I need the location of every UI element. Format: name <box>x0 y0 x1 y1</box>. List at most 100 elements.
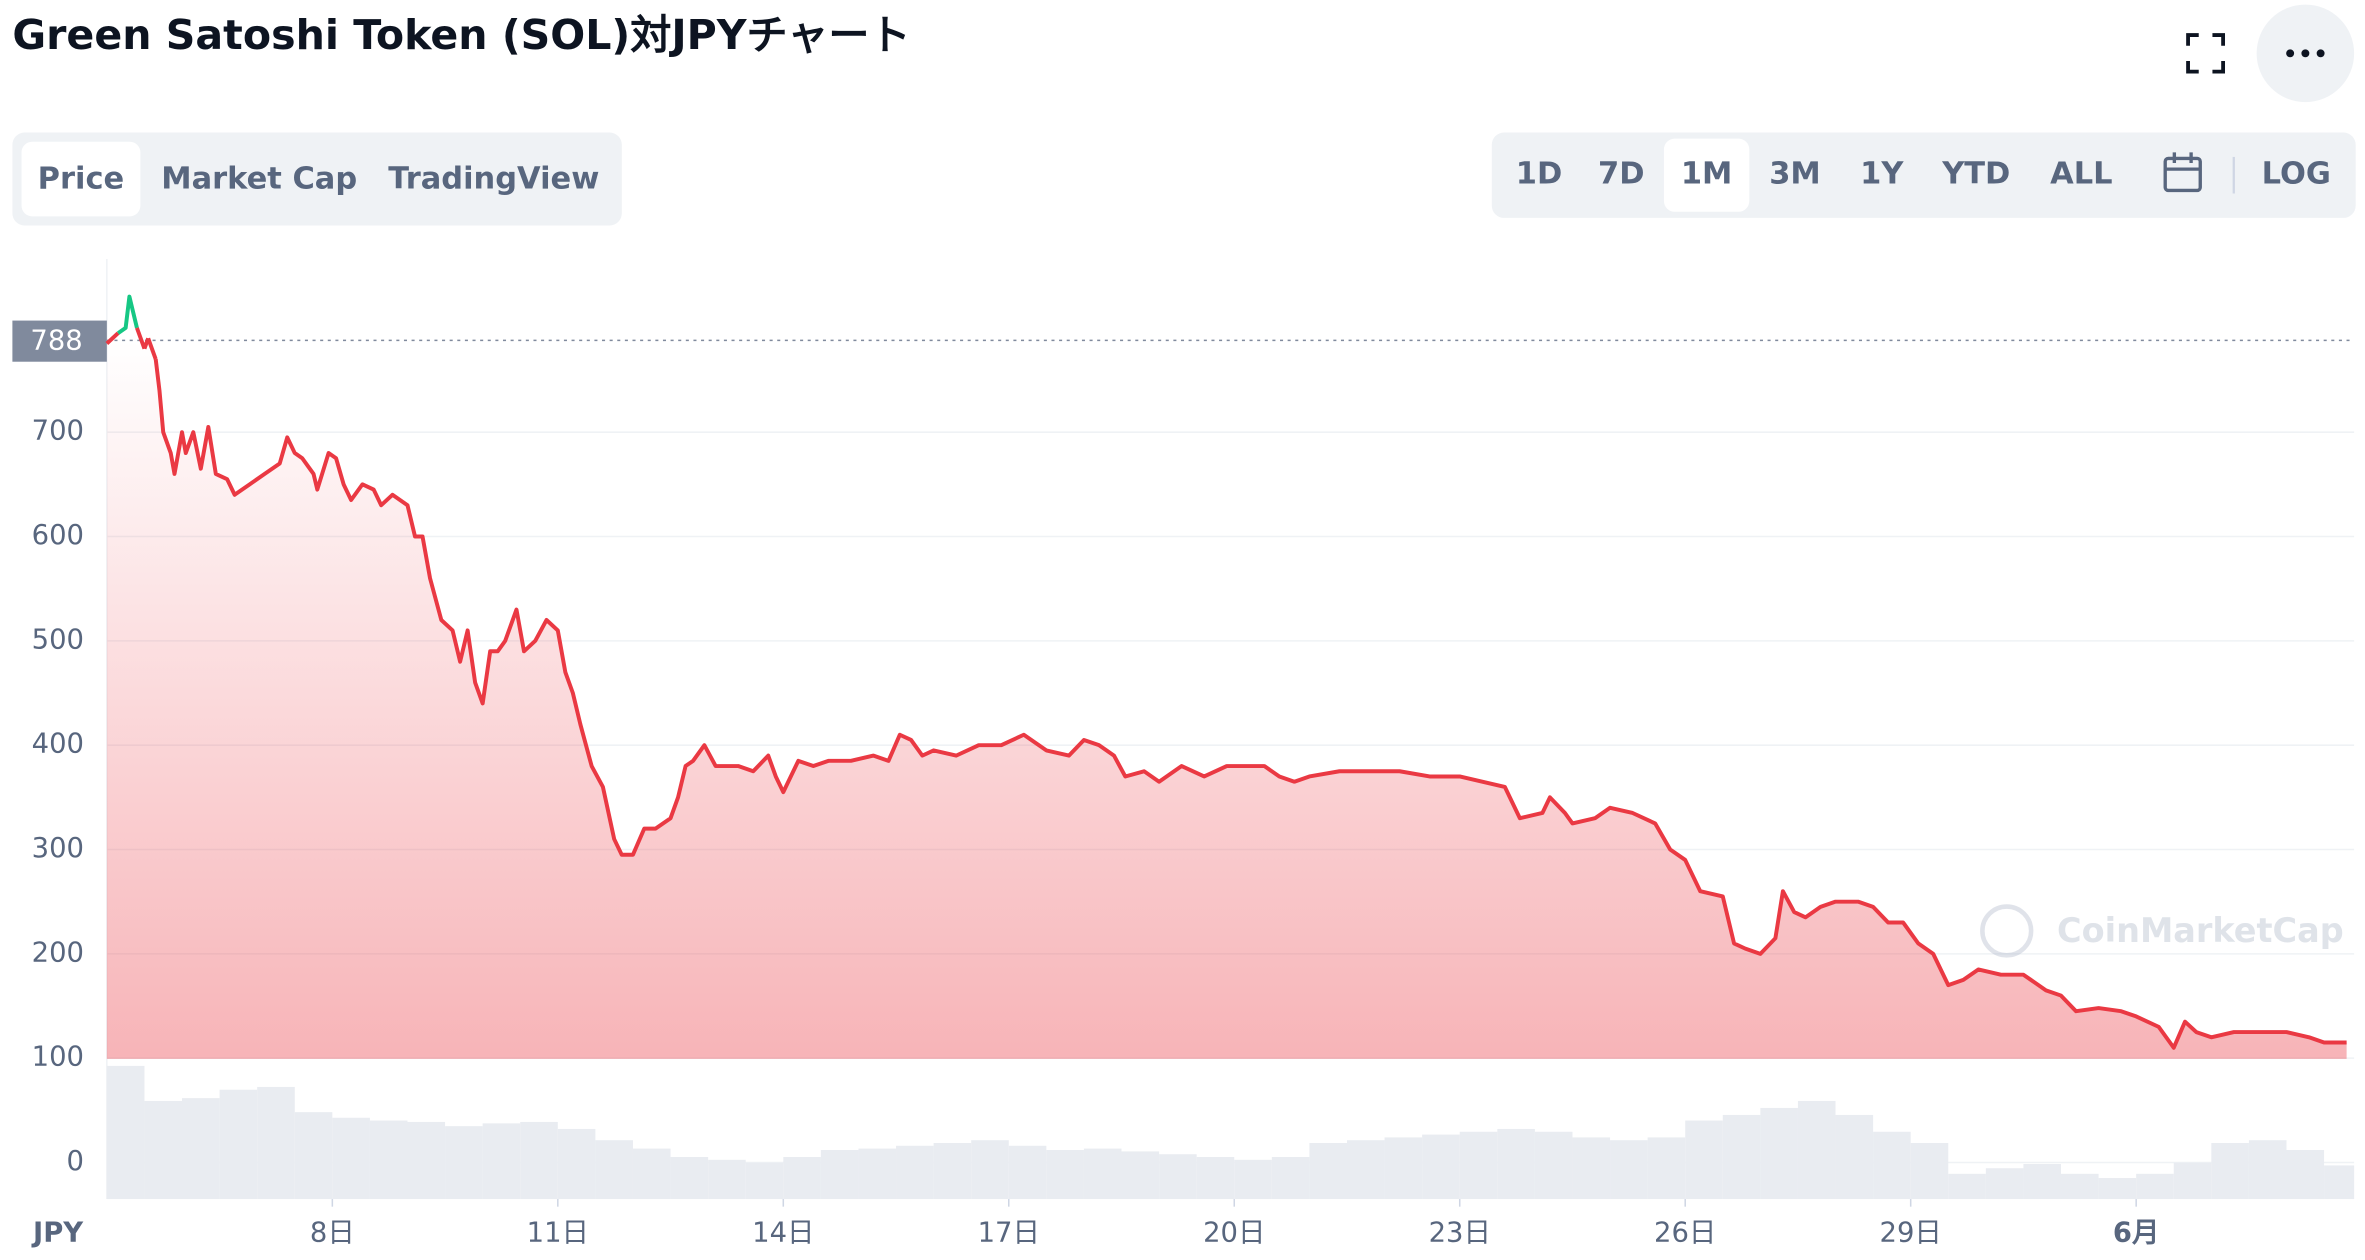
range-button[interactable]: 3M <box>1769 157 1821 192</box>
calendar-icon <box>2163 156 2202 193</box>
volume-bar <box>858 1148 897 1200</box>
volume-bar <box>294 1112 333 1200</box>
calendar-icon-lines <box>2165 152 2201 171</box>
volume-bar <box>1497 1128 1535 1200</box>
expand-icon <box>2186 33 2226 74</box>
volume-bar <box>1459 1131 1498 1200</box>
volume-bar <box>369 1120 408 1200</box>
volume-bar <box>2061 1173 2099 1200</box>
range-button[interactable]: 1M <box>1681 157 1733 192</box>
price-line <box>116 294 139 335</box>
volume-bar <box>670 1157 709 1200</box>
tab-active-bg <box>21 141 141 217</box>
volume-bar <box>2023 1164 2062 1200</box>
volume-bar <box>595 1140 633 1200</box>
x-tick-label: 8日 <box>310 1218 355 1249</box>
x-tick-label: 11日 <box>527 1218 589 1249</box>
volume-bar <box>219 1089 258 1200</box>
volume-bar <box>1797 1100 1836 1200</box>
volume-bar <box>783 1157 821 1200</box>
tab[interactable]: TradingView <box>388 161 599 196</box>
volume-bar <box>1271 1157 1310 1200</box>
range-button[interactable]: ALL <box>2050 157 2112 192</box>
volume-bar <box>933 1142 972 1200</box>
y-tick-label: 700 <box>32 416 84 447</box>
volume-bar <box>1159 1154 1197 1200</box>
x-tick-label: 6月 <box>2113 1218 2159 1249</box>
volume-bar <box>257 1086 295 1200</box>
volume-bar <box>1346 1140 1385 1200</box>
volume-bar <box>557 1128 596 1200</box>
x-tick-label: 29日 <box>1880 1218 1942 1249</box>
volume-bar <box>1760 1107 1798 1200</box>
volume-bar <box>332 1117 370 1200</box>
volume-bar <box>106 1065 145 1200</box>
reference-label: 788 <box>30 325 82 356</box>
x-tick-label: 23日 <box>1429 1218 1491 1249</box>
volume-bar <box>1534 1131 1573 1200</box>
volume-bar <box>1647 1137 1686 1200</box>
volume-bar <box>520 1121 558 1200</box>
volume-bar <box>445 1126 483 1200</box>
volume-bar <box>1083 1148 1122 1200</box>
line-connector <box>135 327 147 350</box>
volume-bar <box>2098 1178 2137 1200</box>
volume-bar <box>1234 1159 1272 1200</box>
more-button[interactable] <box>2256 4 2355 103</box>
y-tick-label: 200 <box>32 937 84 968</box>
currency-label: JPY <box>31 1218 84 1249</box>
volume-bar <box>1008 1145 1047 1200</box>
dot <box>2286 49 2295 58</box>
x-tick-label: 17日 <box>978 1218 1040 1249</box>
volume-bar <box>896 1145 934 1200</box>
x-tick-label: 20日 <box>1203 1218 1265 1249</box>
line-connector <box>105 331 120 345</box>
volume-bar <box>1873 1131 1911 1200</box>
watermark: CoinMarketCap <box>1980 904 2344 958</box>
volume-bar <box>745 1162 784 1200</box>
volume-bar <box>1046 1149 1084 1200</box>
dot <box>2301 49 2310 58</box>
watermark-text: CoinMarketCap <box>2057 911 2344 950</box>
volume-bar <box>708 1159 746 1200</box>
volume-bar <box>482 1123 521 1200</box>
price-line <box>153 358 2347 1050</box>
x-tick-label: 14日 <box>752 1218 814 1249</box>
volume-bar <box>1309 1142 1347 1200</box>
volume-bar <box>1685 1120 1723 1200</box>
calendar-button[interactable] <box>2163 152 2202 193</box>
volume-bar <box>971 1140 1009 1200</box>
y-tick-label: 100 <box>32 1042 84 1073</box>
y-tick-label: 0 <box>67 1146 84 1177</box>
chart-title: Green Satoshi Token (SOL)対JPYチャート <box>12 11 910 59</box>
volume-bar <box>1422 1134 1460 1200</box>
x-tick-label: 26日 <box>1654 1218 1716 1249</box>
line-connector <box>146 337 158 360</box>
volume-bar <box>407 1121 446 1200</box>
log-button[interactable]: LOG <box>2262 157 2331 192</box>
tab[interactable]: Price <box>38 161 125 196</box>
range-active-bg <box>1663 138 1750 212</box>
range-button[interactable]: 7D <box>1598 157 1645 192</box>
volume-bar <box>182 1098 220 1200</box>
watermark-logo <box>1980 904 2034 958</box>
tab[interactable]: Market Cap <box>161 161 357 196</box>
volume-bar <box>820 1149 859 1200</box>
volume-bar <box>1572 1137 1611 1200</box>
volume-bar <box>1384 1137 1423 1200</box>
range-button[interactable]: 1D <box>1516 157 1563 192</box>
volume-bar <box>2173 1162 2212 1200</box>
volume-bar <box>1985 1168 2024 1200</box>
volume-bar <box>1196 1157 1235 1200</box>
volume-bar <box>2248 1140 2287 1200</box>
volume-bar <box>1910 1142 1949 1200</box>
range-button[interactable]: 1Y <box>1860 157 1904 192</box>
volume-bar <box>2324 1165 2355 1200</box>
volume-bar <box>1835 1114 1874 1200</box>
dot <box>2316 49 2325 58</box>
range-button[interactable]: YTD <box>1941 157 2010 192</box>
volume-bar <box>2286 1149 2325 1200</box>
volume-bar <box>2136 1173 2174 1200</box>
expand-button[interactable] <box>2186 33 2226 74</box>
